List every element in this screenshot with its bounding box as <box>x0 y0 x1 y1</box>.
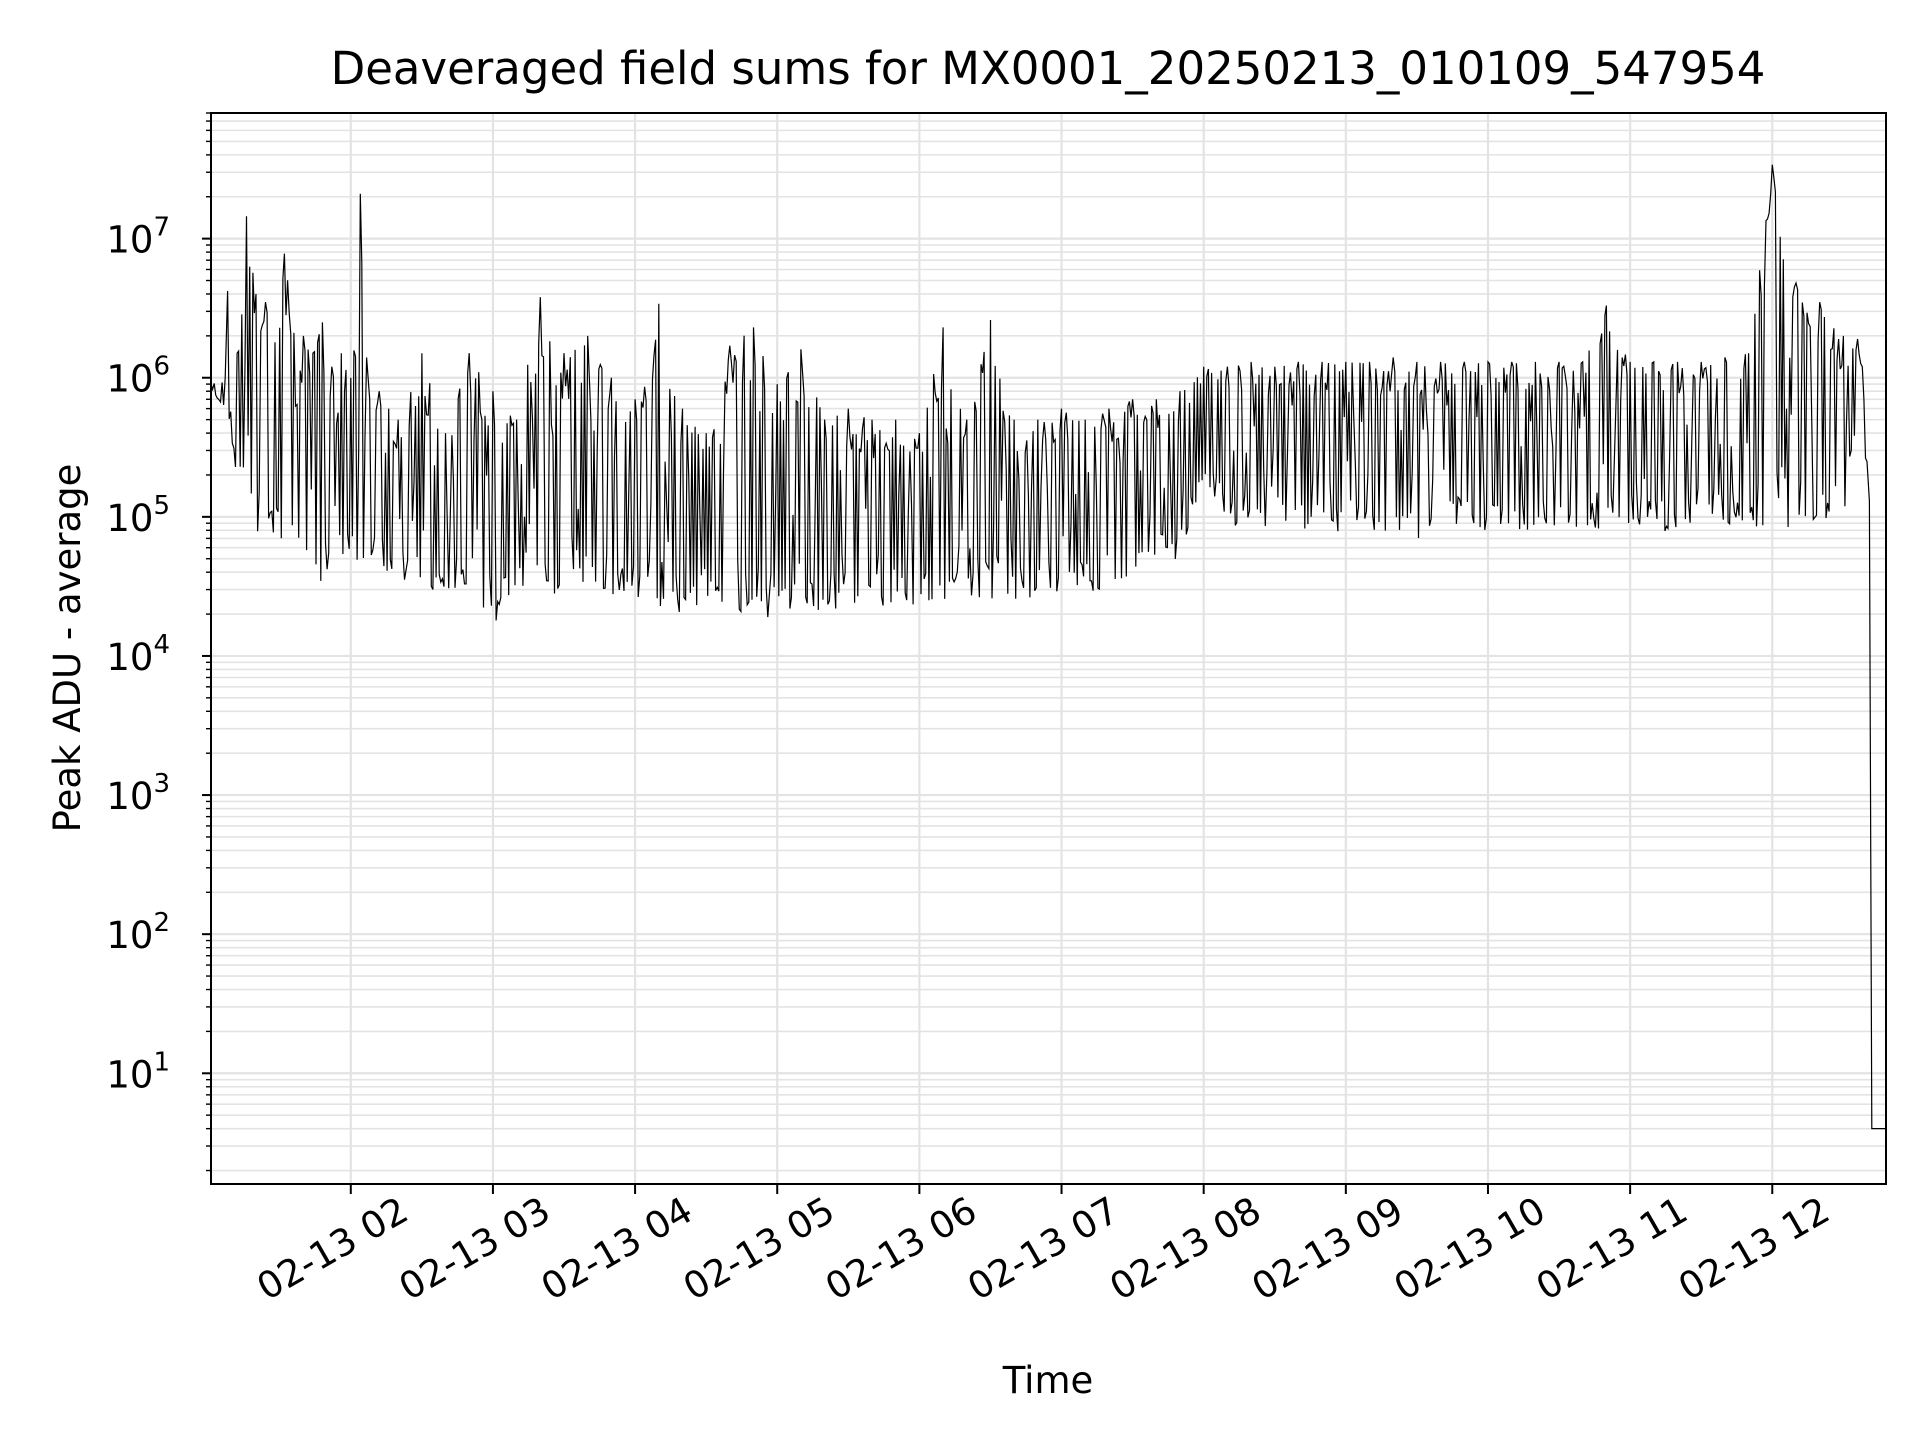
y-tick-label: 103 <box>106 769 170 818</box>
axes-frame <box>210 112 1887 1185</box>
series-line <box>210 164 1886 1130</box>
y-tick-label: 105 <box>106 491 170 540</box>
y-tick-label: 102 <box>106 908 170 957</box>
x-axis-label: Time <box>1002 1359 1094 1402</box>
y-axis: 101 102 103 104 105 106 107 <box>106 112 211 1172</box>
y-axis-label: Peak ADU - average <box>46 464 89 833</box>
y-tick-label: 107 <box>106 213 170 262</box>
y-tick-label: 104 <box>106 630 170 679</box>
grid <box>211 112 1886 1184</box>
y-tick-label: 106 <box>106 352 170 401</box>
y-tick-label: 101 <box>106 1047 170 1096</box>
plot-area <box>210 164 1886 1130</box>
chart-title: Deaveraged field sums for MX0001_2025021… <box>331 42 1766 95</box>
